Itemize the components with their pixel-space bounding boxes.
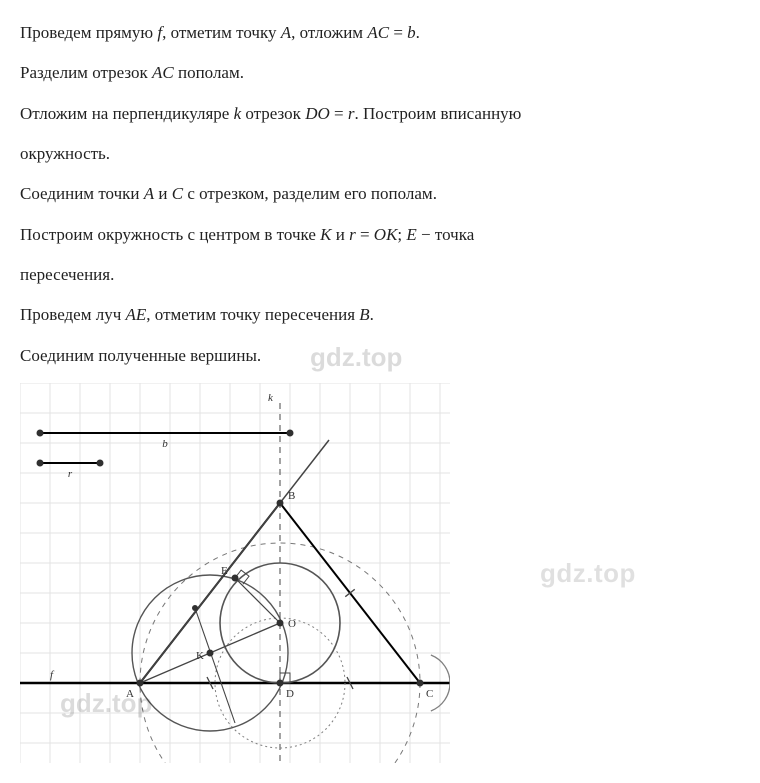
svg-text:B: B	[288, 490, 295, 502]
text: Разделим отрезок	[20, 63, 152, 82]
var-k: k	[234, 104, 242, 123]
eq: =	[330, 104, 348, 123]
text: Проведем луч	[20, 305, 126, 324]
text: Построим окружность с центром в точке	[20, 225, 320, 244]
eq: =	[356, 225, 374, 244]
svg-text:E: E	[221, 565, 228, 577]
text: Отложим на перпендикуляре	[20, 104, 234, 123]
text: Проведем прямую	[20, 23, 157, 42]
paragraph-5: Построим окружность с центром в точке K …	[20, 222, 740, 248]
svg-text:r: r	[68, 468, 73, 480]
text: и	[331, 225, 349, 244]
svg-text:D: D	[286, 688, 294, 700]
var-AC: AC	[152, 63, 174, 82]
text: , отметим точку пересечения	[146, 305, 359, 324]
var-DO: DO	[305, 104, 330, 123]
svg-text:C: C	[426, 688, 433, 700]
var-AC: AC	[367, 23, 389, 42]
svg-text:b: b	[162, 438, 168, 450]
watermark-side: gdz.top	[540, 558, 636, 589]
var-A: A	[144, 184, 154, 203]
paragraph-3: Отложим на перпендикуляре k отрезок DO =…	[20, 101, 740, 127]
text: . Построим вписанную	[354, 104, 521, 123]
paragraph-7: Соединим полученные вершины. gdz.top	[20, 343, 740, 369]
var-B: B	[359, 305, 369, 324]
text: , отметим точку	[162, 23, 281, 42]
geometry-diagram: brACDOEBKkf	[20, 383, 450, 763]
page-container: Проведем прямую f, отметим точку A, отло…	[20, 20, 740, 763]
paragraph-3b: окружность.	[20, 141, 740, 167]
var-r: r	[349, 225, 356, 244]
diagram-wrap: brACDOEBKkf gdz.top	[20, 383, 450, 763]
text: .	[416, 23, 420, 42]
text: пересечения.	[20, 265, 114, 284]
text: Соединим точки	[20, 184, 144, 203]
diagram-row: brACDOEBKkf gdz.top gdz.top	[20, 383, 740, 763]
text: отрезок	[241, 104, 305, 123]
var-K: K	[320, 225, 331, 244]
text: с отрезком, разделим его пополам.	[183, 184, 437, 203]
text: и	[154, 184, 172, 203]
var-OK: OK	[374, 225, 398, 244]
text: окружность.	[20, 144, 110, 163]
text: .	[370, 305, 374, 324]
var-C: C	[172, 184, 183, 203]
svg-text:K: K	[196, 650, 204, 662]
text: Соединим полученные вершины.	[20, 346, 261, 365]
svg-text:A: A	[126, 688, 134, 700]
paragraph-6: Проведем луч AE, отметим точку пересечен…	[20, 302, 740, 328]
watermark-inline-1: gdz.top	[310, 337, 402, 377]
text: , отложим	[291, 23, 367, 42]
paragraph-1: Проведем прямую f, отметим точку A, отло…	[20, 20, 740, 46]
var-E: E	[406, 225, 416, 244]
text: − точка	[417, 225, 474, 244]
paragraph-4: Соединим точки A и C с отрезком, раздели…	[20, 181, 740, 207]
var-A: A	[281, 23, 291, 42]
svg-text:O: O	[288, 618, 296, 630]
var-AE: AE	[126, 305, 147, 324]
text-body: Проведем прямую f, отметим точку A, отло…	[20, 20, 740, 369]
paragraph-5b: пересечения.	[20, 262, 740, 288]
var-b: b	[407, 23, 416, 42]
paragraph-2: Разделим отрезок AC пополам.	[20, 60, 740, 86]
eq: =	[389, 23, 407, 42]
text: пополам.	[174, 63, 244, 82]
